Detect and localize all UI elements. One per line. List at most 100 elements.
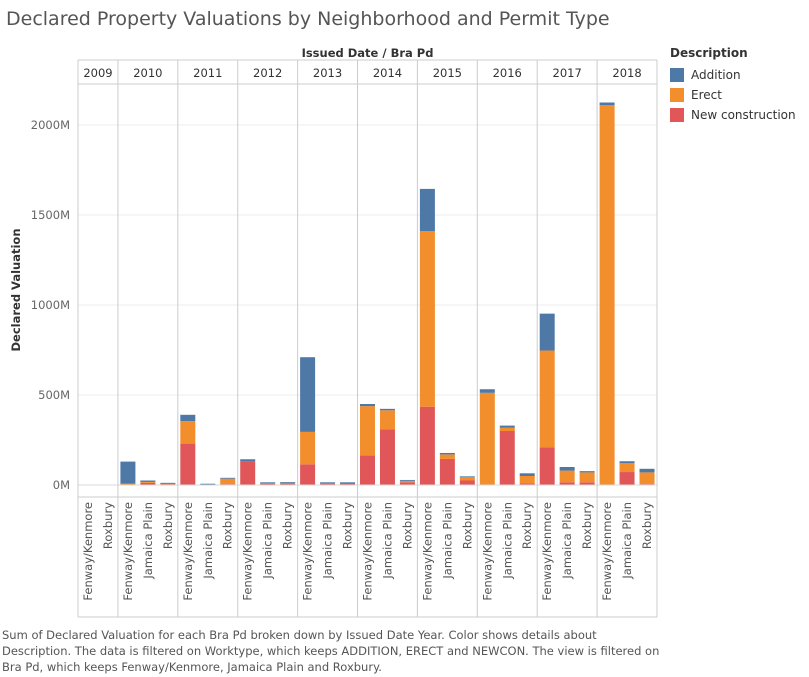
neighborhood-label-2011-fenway-kenmore: Fenway/Kenmore (181, 502, 195, 601)
bar-2014-fenway-kenmore-addition (360, 404, 375, 407)
bar-2015-fenway-kenmore-new-construction (419, 406, 435, 485)
legend-swatch-new-construction (670, 108, 684, 122)
bar-2015-jamaica-plain-new-construction (439, 458, 455, 485)
bar-2017-roxbury-new-construction (579, 482, 595, 485)
bar-2011-roxbury-erect (220, 478, 236, 485)
legend-swatch-addition (670, 68, 684, 82)
bar-2018-jamaica-plain-addition (619, 461, 635, 464)
bar-2016-jamaica-plain-addition (499, 425, 515, 428)
neighborhood-label-2017-jamaica-plain: Jamaica Plain (560, 502, 574, 580)
neighborhood-label-2018-roxbury: Roxbury (640, 502, 654, 549)
legend-label-new-construction: New construction (691, 108, 796, 122)
bar-2012-fenway-kenmore-addition (240, 459, 256, 462)
bar-2016-jamaica-plain-erect (499, 427, 515, 431)
bar-2015-roxbury-addition (459, 476, 475, 478)
neighborhood-label-2012-roxbury: Roxbury (281, 502, 295, 549)
neighborhood-label-2009-fenway-kenmore: Fenway/Kenmore (81, 502, 95, 601)
bar-2013-jamaica-plain-addition (320, 482, 336, 484)
bar-2010-jamaica-plain-addition (140, 480, 156, 482)
column-header-label: Issued Date / Bra Pd (302, 46, 434, 60)
bar-2012-roxbury-erect (280, 482, 296, 484)
neighborhood-label-2010-roxbury: Roxbury (161, 502, 175, 549)
y-tick-label-1500m: 1500M (31, 208, 70, 222)
neighborhood-label-2010-jamaica-plain: Jamaica Plain (141, 502, 155, 580)
bar-2016-roxbury-new-construction (519, 483, 535, 485)
neighborhood-label-2016-roxbury: Roxbury (520, 502, 534, 549)
bar-2016-roxbury-addition (519, 473, 535, 476)
bar-2016-fenway-kenmore-erect (479, 392, 495, 485)
neighborhood-label-2017-fenway-kenmore: Fenway/Kenmore (540, 502, 554, 601)
y-tick-label-0m: 0M (53, 478, 70, 492)
bar-2018-fenway-kenmore-erect (599, 105, 615, 485)
bar-2012-jamaica-plain-new-construction (260, 483, 276, 485)
bar-2012-roxbury-addition (280, 482, 296, 483)
legend-title: Description (670, 46, 748, 60)
bar-2013-roxbury-new-construction (340, 482, 356, 485)
neighborhood-label-2013-roxbury: Roxbury (341, 502, 355, 549)
bar-2010-roxbury-addition (160, 482, 176, 484)
bar-2018-roxbury-erect (639, 472, 655, 485)
bar-2010-jamaica-plain-erect (140, 481, 156, 483)
neighborhood-label-2011-roxbury: Roxbury (221, 502, 235, 549)
neighborhood-label-2014-fenway-kenmore: Fenway/Kenmore (361, 502, 375, 601)
bar-2018-jamaica-plain-erect (619, 463, 635, 473)
neighborhood-label-2018-fenway-kenmore: Fenway/Kenmore (600, 502, 614, 601)
bar-2013-roxbury-addition (340, 482, 356, 484)
chart-caption: Sum of Declared Valuation for each Bra P… (2, 628, 660, 674)
year-header-2009: 2009 (83, 66, 112, 80)
year-header-2017: 2017 (553, 66, 582, 80)
neighborhood-label-2017-roxbury: Roxbury (580, 502, 594, 549)
neighborhood-label-2012-jamaica-plain: Jamaica Plain (261, 502, 275, 580)
bar-2016-fenway-kenmore-addition (479, 389, 495, 393)
year-header-2012: 2012 (253, 66, 282, 80)
bar-2017-roxbury-erect (579, 472, 595, 483)
neighborhood-label-2016-jamaica-plain: Jamaica Plain (500, 502, 514, 580)
legend-label-erect: Erect (691, 88, 722, 102)
bar-2012-jamaica-plain-addition (260, 482, 276, 484)
bar-2018-fenway-kenmore-addition (599, 102, 615, 106)
year-header-2010: 2010 (133, 66, 162, 80)
legend-item-new-construction[interactable]: New construction (670, 105, 796, 125)
neighborhood-label-2014-roxbury: Roxbury (400, 502, 414, 549)
bar-2014-roxbury-addition (399, 479, 415, 481)
legend-item-erect[interactable]: Erect (670, 85, 796, 105)
bar-2017-fenway-kenmore-new-construction (539, 447, 555, 485)
bar-2015-jamaica-plain-addition (439, 452, 455, 455)
neighborhood-label-2011-jamaica-plain: Jamaica Plain (201, 502, 215, 580)
bar-2012-jamaica-plain-erect (260, 482, 276, 484)
bar-2015-fenway-kenmore-addition (419, 188, 435, 232)
bar-2011-fenway-kenmore-erect (180, 421, 196, 444)
bar-2011-fenway-kenmore-addition (180, 414, 196, 422)
y-tick-label-2000m: 2000M (31, 118, 70, 132)
legend-label-addition: Addition (691, 68, 741, 82)
chart-title: Declared Property Valuations by Neighbor… (6, 8, 610, 30)
bar-2018-jamaica-plain-new-construction (619, 472, 635, 485)
year-header-2011: 2011 (193, 66, 222, 80)
neighborhood-label-2014-jamaica-plain: Jamaica Plain (380, 502, 394, 580)
bar-2017-jamaica-plain-addition (559, 467, 575, 471)
bar-2014-roxbury-erect (399, 480, 415, 483)
bar-2011-fenway-kenmore-new-construction (180, 443, 196, 485)
neighborhood-label-2013-fenway-kenmore: Fenway/Kenmore (301, 502, 315, 601)
year-header-2018: 2018 (612, 66, 641, 80)
legend-item-addition[interactable]: Addition (670, 65, 796, 85)
bar-2016-roxbury-erect (519, 476, 535, 484)
bar-2015-jamaica-plain-erect (439, 454, 455, 459)
bar-2012-roxbury-new-construction (280, 483, 296, 485)
neighborhood-label-2018-jamaica-plain: Jamaica Plain (620, 502, 634, 580)
neighborhood-label-2015-roxbury: Roxbury (460, 502, 474, 549)
bar-2010-roxbury-erect (160, 483, 176, 485)
neighborhood-label-2015-jamaica-plain: Jamaica Plain (440, 502, 454, 580)
year-header-2016: 2016 (493, 66, 522, 80)
neighborhood-label-2015-fenway-kenmore: Fenway/Kenmore (420, 502, 434, 601)
bar-2017-fenway-kenmore-addition (539, 313, 555, 351)
y-tick-label-500m: 500M (38, 388, 70, 402)
legend: Description Addition Erect New construct… (670, 46, 796, 125)
bar-2014-jamaica-plain-erect (379, 410, 395, 430)
bar-2010-roxbury-new-construction (160, 483, 176, 485)
bar-2010-fenway-kenmore-erect (120, 483, 136, 485)
neighborhood-label-2013-jamaica-plain: Jamaica Plain (321, 502, 335, 580)
neighborhood-label-2009-roxbury: Roxbury (101, 502, 115, 549)
bar-2014-jamaica-plain-addition (379, 408, 395, 411)
